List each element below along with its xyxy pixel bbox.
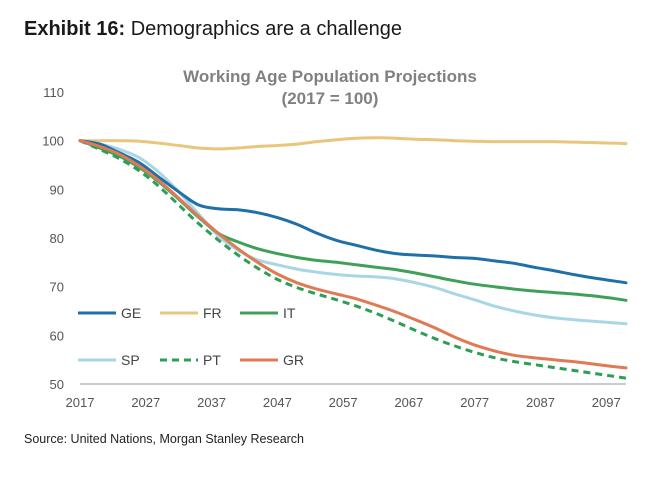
y-tick-label: 100 [42, 134, 64, 149]
series-line-ge [78, 139, 628, 285]
series-line-pt [79, 139, 627, 380]
y-tick-label: 50 [50, 377, 64, 392]
y-tick-label: 110 [43, 85, 64, 100]
legend-label-pt: PT [203, 352, 221, 368]
series-group [78, 136, 628, 380]
y-tick-label: 80 [50, 231, 64, 246]
x-tick-label: 2077 [460, 395, 489, 410]
legend-label-gr: GR [283, 352, 304, 368]
exhibit-title: Demographics are a challenge [130, 18, 402, 40]
x-tick-label: 2037 [197, 395, 226, 410]
legend-label-fr: FR [203, 305, 222, 321]
source-note: Source: United Nations, Morgan Stanley R… [24, 432, 305, 446]
x-tick-label: 2047 [263, 395, 292, 410]
x-tick-label: 2057 [329, 395, 358, 410]
legend-label-it: IT [283, 305, 296, 321]
series-line-fr [78, 136, 628, 151]
x-tick-label: 2097 [592, 395, 621, 410]
series-line-gr [78, 139, 628, 370]
y-axis: 50 60 70 80 90 100 110 [42, 85, 64, 392]
legend-label-sp: SP [121, 352, 140, 368]
x-tick-label: 2017 [66, 395, 95, 410]
y-tick-label: 60 [50, 328, 64, 343]
legend-label-ge: GE [121, 305, 141, 321]
chart-subtitle: (2017 = 100) [281, 89, 379, 108]
y-tick-label: 70 [50, 280, 64, 295]
exhibit-heading: Exhibit 16: Demographics are a challenge [24, 18, 402, 41]
x-tick-label: 2067 [394, 395, 423, 410]
x-axis: 2017 2027 2037 2047 2057 2067 2077 2087 2097 [66, 383, 626, 410]
chart-title: Working Age Population Projections [183, 67, 477, 86]
y-tick-label: 90 [50, 182, 64, 197]
x-tick-label: 2027 [131, 395, 160, 410]
exhibit-number: Exhibit 16: [24, 18, 126, 40]
x-tick-label: 2087 [526, 395, 555, 410]
series-line-sp [78, 139, 628, 326]
legend: GE FR IT SP PT GR [78, 305, 304, 368]
